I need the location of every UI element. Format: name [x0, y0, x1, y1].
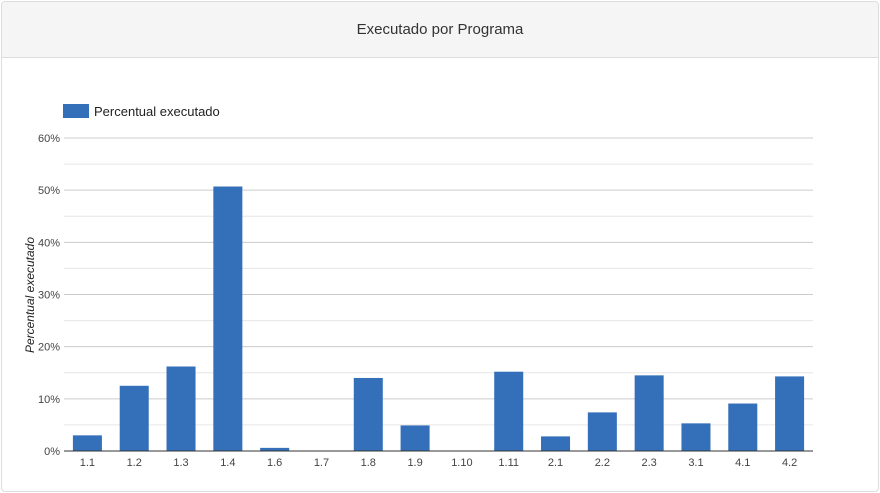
legend-label: Percentual executado — [94, 104, 220, 119]
x-tick-label: 1.4 — [220, 457, 235, 469]
bar-1.11 — [494, 371, 524, 451]
legend-swatch — [63, 104, 89, 118]
x-tick-label: 2.2 — [595, 457, 610, 469]
y-tick-label: 0% — [44, 446, 60, 458]
bar-3.1 — [681, 423, 711, 451]
x-tick-label: 3.1 — [688, 457, 703, 469]
x-tick-label: 1.9 — [407, 457, 422, 469]
legend: Percentual executado — [63, 104, 220, 119]
panel-title: Executado por Programa — [356, 21, 524, 38]
x-tick-label: 4.2 — [782, 457, 797, 469]
x-tick-label: 1.1 — [80, 457, 95, 469]
y-tick-label: 30% — [38, 290, 60, 302]
x-tick-label: 1.2 — [127, 457, 142, 469]
bar-1.4 — [213, 186, 243, 451]
bar-1.8 — [353, 377, 383, 451]
bar-2.2 — [587, 412, 617, 451]
x-tick-label: 1.7 — [314, 457, 329, 469]
bar-4.1 — [728, 403, 758, 451]
bar-4.2 — [775, 376, 805, 451]
y-tick-label: 10% — [38, 394, 60, 406]
bar-1.3 — [166, 366, 196, 451]
panel-heading: Executado por Programa — [2, 2, 878, 58]
y-tick-label: 60% — [38, 133, 60, 145]
y-tick-label: 20% — [38, 342, 60, 354]
y-tick-label: 50% — [38, 185, 60, 197]
y-tick-label: 40% — [38, 237, 60, 249]
bar-1.6 — [260, 447, 290, 451]
bar-1.2 — [119, 385, 149, 451]
axes: 0% 10% 20% 30% 40% 50% 60% 1.1 1.2 1.3 1.4 1.6 1.7 1.… — [38, 133, 813, 469]
bar-1.9 — [400, 425, 430, 451]
bar-2.3 — [634, 375, 664, 451]
x-tick-label: 1.6 — [267, 457, 282, 469]
bars — [72, 186, 805, 451]
x-tick-label: 1.11 — [498, 457, 519, 469]
bar-1.1 — [72, 435, 102, 451]
bar-2.1 — [541, 436, 571, 451]
x-tick-label: 2.1 — [548, 457, 563, 469]
x-tick-label: 4.1 — [735, 457, 750, 469]
x-tick-label: 1.8 — [361, 457, 376, 469]
y-axis-label: Percentual executado — [23, 237, 37, 353]
x-tick-label: 2.3 — [642, 457, 657, 469]
x-tick-label: 1.3 — [173, 457, 188, 469]
x-tick-label: 1.10 — [451, 457, 472, 469]
